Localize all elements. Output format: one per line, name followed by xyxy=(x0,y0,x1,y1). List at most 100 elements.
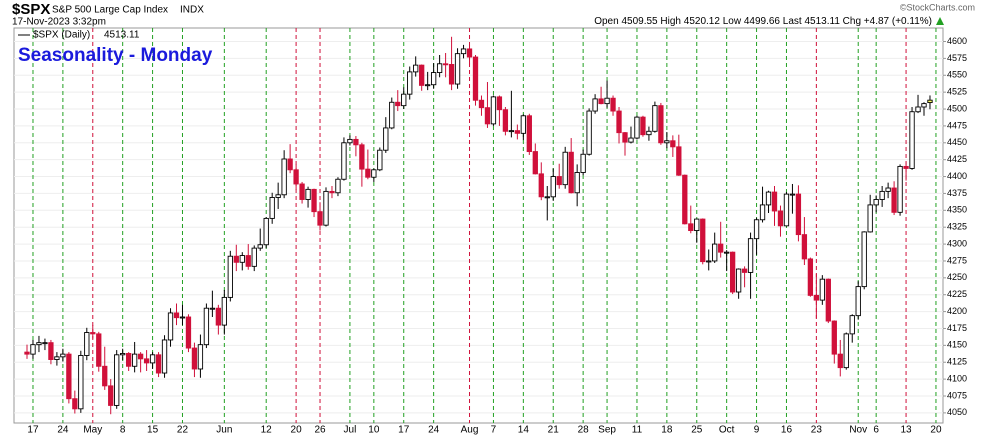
candle-body xyxy=(460,48,467,55)
candle-body xyxy=(855,286,861,317)
candle-body xyxy=(556,176,562,186)
candle-body xyxy=(598,98,604,105)
candle-body xyxy=(735,268,742,293)
y-tick-label: 4500 xyxy=(947,103,967,113)
x-tick-label: 14 xyxy=(518,425,530,436)
candle-body xyxy=(215,307,222,326)
candle-body xyxy=(514,130,521,134)
x-tick-label: 24 xyxy=(428,425,440,436)
candle-body xyxy=(628,137,634,143)
candle-body xyxy=(287,158,293,171)
candle-body xyxy=(712,243,718,262)
candle-body xyxy=(120,353,126,356)
x-tick-label: 6 xyxy=(873,425,879,436)
candle-body xyxy=(909,111,915,169)
candle-body xyxy=(688,223,694,232)
y-tick-label: 4275 xyxy=(947,255,967,265)
candle-body xyxy=(245,255,251,267)
candle-body xyxy=(311,188,317,213)
candle-body xyxy=(532,151,538,175)
candle-body xyxy=(233,255,239,263)
candle-body xyxy=(849,315,855,335)
candle-body xyxy=(616,110,622,134)
candle-body xyxy=(72,398,78,410)
candle-body xyxy=(66,353,72,400)
y-tick-label: 4375 xyxy=(947,188,967,198)
candle-body xyxy=(897,165,903,213)
candle-body xyxy=(430,72,437,86)
candle-body xyxy=(78,355,84,410)
x-tick-label: Aug xyxy=(461,425,479,436)
y-tick-label: 4425 xyxy=(947,154,967,164)
x-tick-label: 20 xyxy=(930,425,942,436)
exchange: INDX xyxy=(180,5,204,16)
candle-body xyxy=(131,353,138,367)
candle-body xyxy=(676,146,682,176)
quote-value: 4520.12 xyxy=(684,16,721,27)
candle-body xyxy=(903,165,909,169)
candle-body xyxy=(167,312,174,341)
y-tick-label: 4300 xyxy=(947,238,967,248)
y-tick-label: 4075 xyxy=(947,390,967,400)
candle-body xyxy=(30,344,36,355)
quote-value: +4.87 (+0.11%) xyxy=(864,16,932,27)
candle-body xyxy=(610,97,616,112)
candle-body xyxy=(275,194,281,198)
quote-value: 4513.11 xyxy=(804,16,840,27)
y-tick-label: 4125 xyxy=(947,357,967,367)
candle-body xyxy=(490,96,497,125)
candle-body xyxy=(377,149,383,171)
y-tick-label: 4400 xyxy=(947,171,967,181)
candle-body xyxy=(538,173,544,198)
candle-body xyxy=(257,244,263,249)
plot-frame xyxy=(13,27,944,424)
candle-body xyxy=(239,255,245,263)
candle-body xyxy=(777,210,784,227)
x-tick-label: 17 xyxy=(398,425,410,436)
x-tick-label: 26 xyxy=(314,425,326,436)
candle-body xyxy=(114,354,120,406)
x-tick-label: 13 xyxy=(900,425,912,436)
candle-body xyxy=(843,333,849,369)
candle-body xyxy=(568,151,574,194)
candle-body xyxy=(765,191,772,206)
candle-body xyxy=(478,99,485,109)
x-tick-label: 12 xyxy=(261,425,273,436)
candle-body xyxy=(747,238,754,273)
x-tick-label: 9 xyxy=(754,425,760,436)
x-tick-label: 10 xyxy=(368,425,380,436)
chart-title: Seasonality - Monday xyxy=(18,45,213,66)
y-tick-label: 4325 xyxy=(947,222,967,232)
candle-body xyxy=(580,153,586,173)
candle-body xyxy=(448,64,455,85)
x-tick-label: 28 xyxy=(578,425,590,436)
candle-body xyxy=(401,93,407,107)
candle-body xyxy=(801,234,808,260)
x-tick-label: 15 xyxy=(147,425,159,436)
candle-body xyxy=(173,312,180,319)
candle-body xyxy=(353,138,359,146)
candle-body xyxy=(729,251,736,293)
candle-body xyxy=(347,138,353,144)
candle-body xyxy=(359,144,365,170)
candle-body xyxy=(185,316,192,349)
candle-body xyxy=(885,187,891,192)
x-tick-label: 18 xyxy=(661,425,673,436)
candle-body xyxy=(694,218,700,232)
candle-body xyxy=(42,342,48,345)
candle-body xyxy=(442,63,449,66)
candle-body xyxy=(520,115,526,134)
candle-body xyxy=(622,132,628,143)
candle-body xyxy=(317,211,323,226)
y-tick-label: 4100 xyxy=(947,373,967,383)
candle-body xyxy=(915,106,921,113)
candle-body xyxy=(251,247,257,267)
x-tick-label: 22 xyxy=(177,425,189,436)
x-tick-label: 25 xyxy=(691,425,703,436)
x-tick-label: 20 xyxy=(291,425,303,436)
candle-body xyxy=(54,356,60,360)
candle-body xyxy=(921,103,927,108)
candle-body xyxy=(652,105,658,132)
quote-value: 4509.55 xyxy=(621,16,658,27)
candle-body xyxy=(831,320,837,355)
